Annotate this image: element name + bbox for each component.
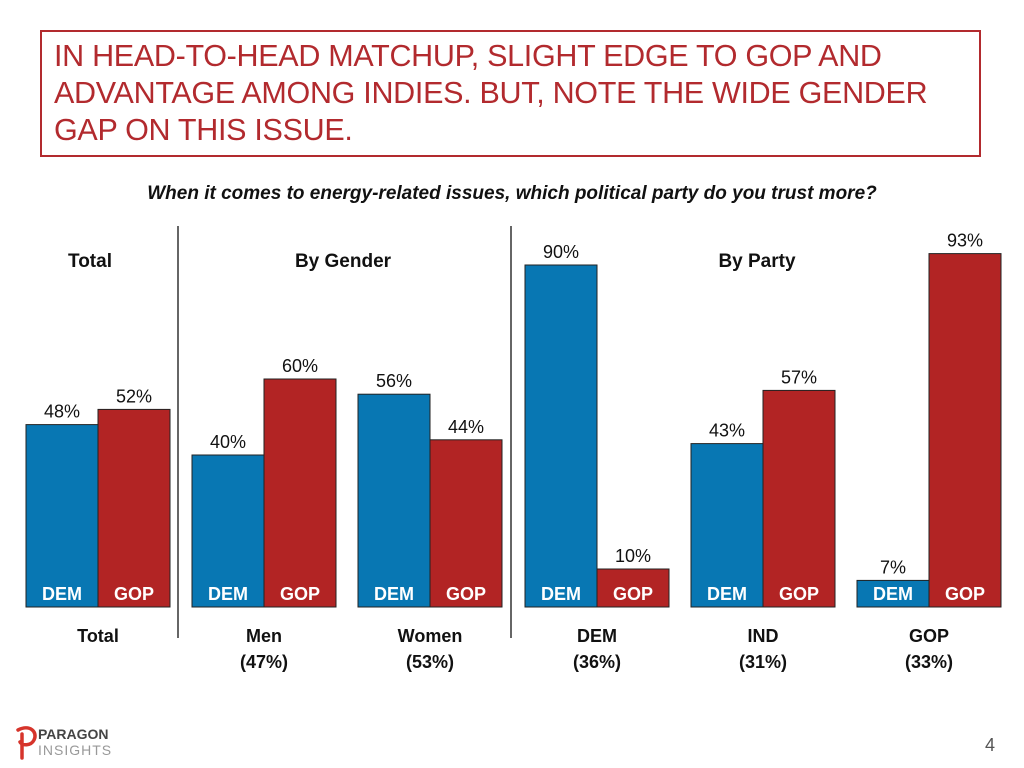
series-label: GOP [779,584,819,604]
category-label: Men [246,626,282,646]
paragon-p-icon: PARAGON INSIGHTS [16,726,112,760]
category-sublabel: (31%) [739,652,787,672]
category-label: DEM [577,626,617,646]
bar-dem [357,393,431,608]
series-label: GOP [945,584,985,604]
section-label: Total [68,251,112,272]
category-sublabel: (53%) [406,652,454,672]
category-label: IND [748,626,779,646]
bar-gop [97,408,171,608]
data-label: 10% [615,546,651,566]
paragon-insights-logo: PARAGON INSIGHTS [8,722,138,767]
data-label: 52% [116,386,152,406]
bar-dem [25,424,99,608]
data-label: 57% [781,367,817,387]
series-label: GOP [446,584,486,604]
data-label: 90% [543,242,579,262]
bar-gop [928,253,1002,608]
bar-gop [762,389,836,608]
logo-line1: PARAGON [38,726,109,742]
data-label: 48% [44,402,80,422]
data-label: 60% [282,356,318,376]
series-label: DEM [707,584,747,604]
data-label: 7% [880,557,906,577]
series-label: GOP [280,584,320,604]
survey-question: When it comes to energy-related issues, … [147,183,877,204]
section-label: By Gender [295,251,392,272]
page-number: 4 [985,735,996,755]
bar-dem [524,264,598,608]
data-label: 93% [947,231,983,251]
series-label: DEM [42,584,82,604]
bar-gop [429,439,503,608]
category-label: Total [77,626,119,646]
bar-dem [690,443,764,608]
logo-line2: INSIGHTS [38,742,112,758]
category-sublabel: (33%) [905,652,953,672]
series-label: DEM [541,584,581,604]
category-sublabel: (36%) [573,652,621,672]
series-label: GOP [114,584,154,604]
section-label: By Party [718,251,796,272]
bar-gop [596,568,670,608]
data-label: 44% [448,417,484,437]
headline: IN HEAD-TO-HEAD MATCHUP, SLIGHT EDGE TO … [54,39,928,147]
bar-gop [263,378,337,608]
data-label: 43% [709,421,745,441]
series-label: DEM [873,584,913,604]
headline-box: IN HEAD-TO-HEAD MATCHUP, SLIGHT EDGE TO … [40,30,981,157]
series-label: GOP [613,584,653,604]
series-label: DEM [374,584,414,604]
data-label: 56% [376,371,412,391]
category-label: Women [398,626,463,646]
series-label: DEM [208,584,248,604]
category-sublabel: (47%) [240,652,288,672]
data-label: 40% [210,432,246,452]
category-label: GOP [909,626,949,646]
